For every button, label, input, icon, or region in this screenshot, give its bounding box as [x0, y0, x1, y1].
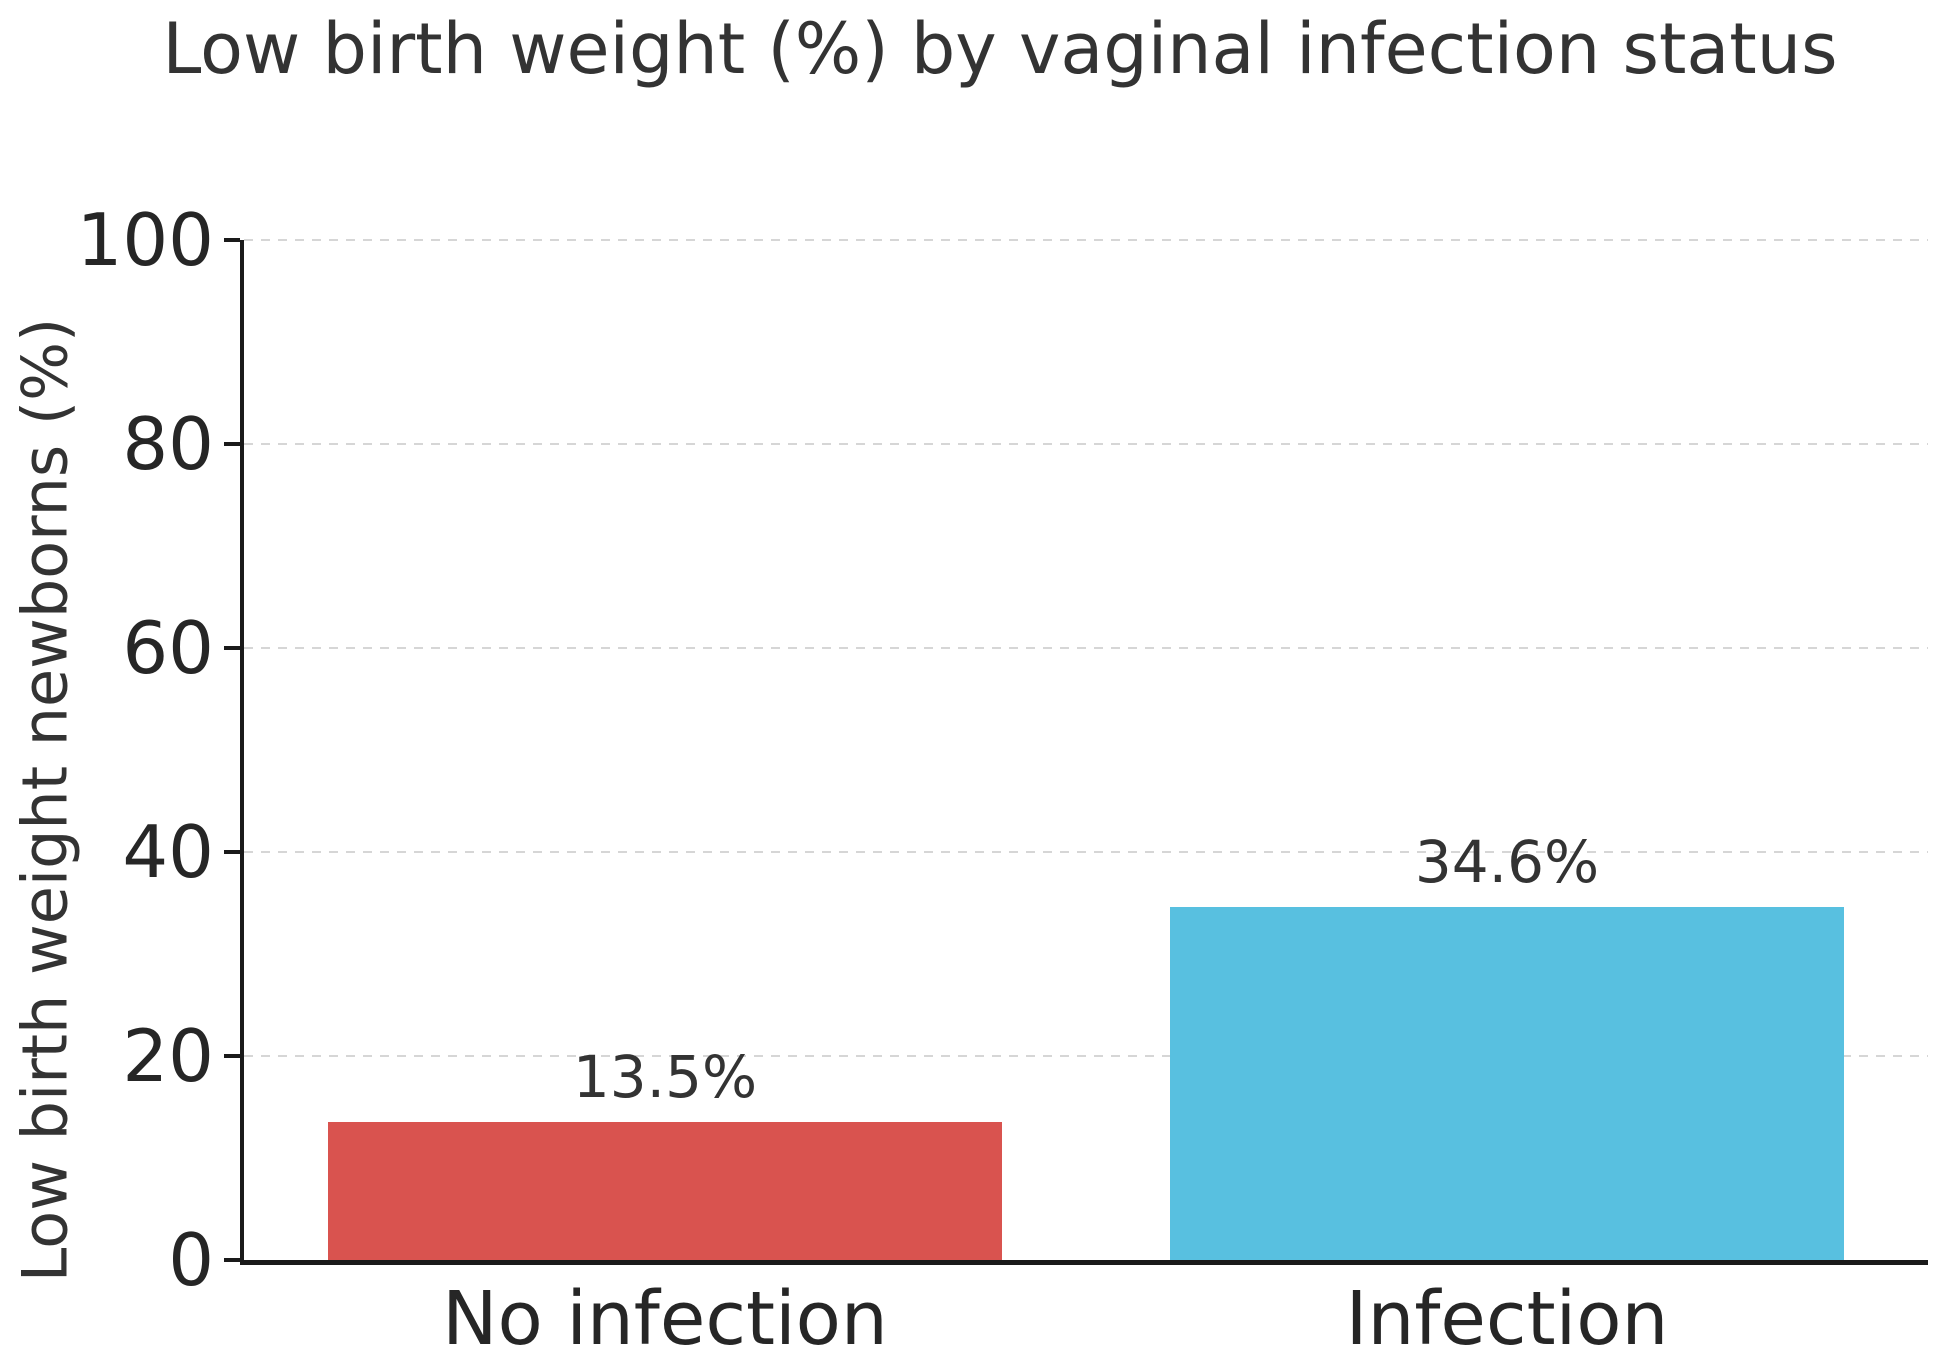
y-tick-label-40: 40 — [122, 810, 214, 894]
plot-area: 0 20 40 60 80 100 13.5% No infection 34.6% Infect… — [77, 204, 1928, 1352]
y-tick-mark-40 — [224, 850, 240, 854]
y-tick-mark-20 — [224, 1054, 240, 1058]
chart-title: Low birth weight (%) by vaginal infectio… — [162, 8, 1838, 90]
gridline-60 — [244, 647, 1928, 649]
x-tick-label-1: Infection — [1345, 1276, 1669, 1352]
y-tick-label-0: 0 — [168, 1218, 214, 1302]
y-tick-mark-60 — [224, 646, 240, 650]
gridline-80 — [244, 443, 1928, 445]
y-tick-label-60: 60 — [122, 606, 214, 690]
bar-value-label-1: 34.6% — [1414, 828, 1600, 897]
bar-infection — [1170, 907, 1844, 1260]
y-tick-mark-80 — [224, 442, 240, 446]
bar-value-label-0: 13.5% — [572, 1043, 758, 1112]
bar-no-infection — [328, 1122, 1002, 1260]
x-tick-label-0: No infection — [442, 1276, 888, 1352]
y-tick-mark-100 — [224, 238, 240, 242]
gridline-100 — [244, 239, 1928, 241]
y-tick-label-100: 100 — [76, 198, 214, 282]
y-tick-mark-0 — [224, 1258, 240, 1262]
y-tick-label-20: 20 — [122, 1014, 214, 1098]
y-tick-label-80: 80 — [122, 402, 214, 486]
gridline-40 — [244, 851, 1928, 853]
